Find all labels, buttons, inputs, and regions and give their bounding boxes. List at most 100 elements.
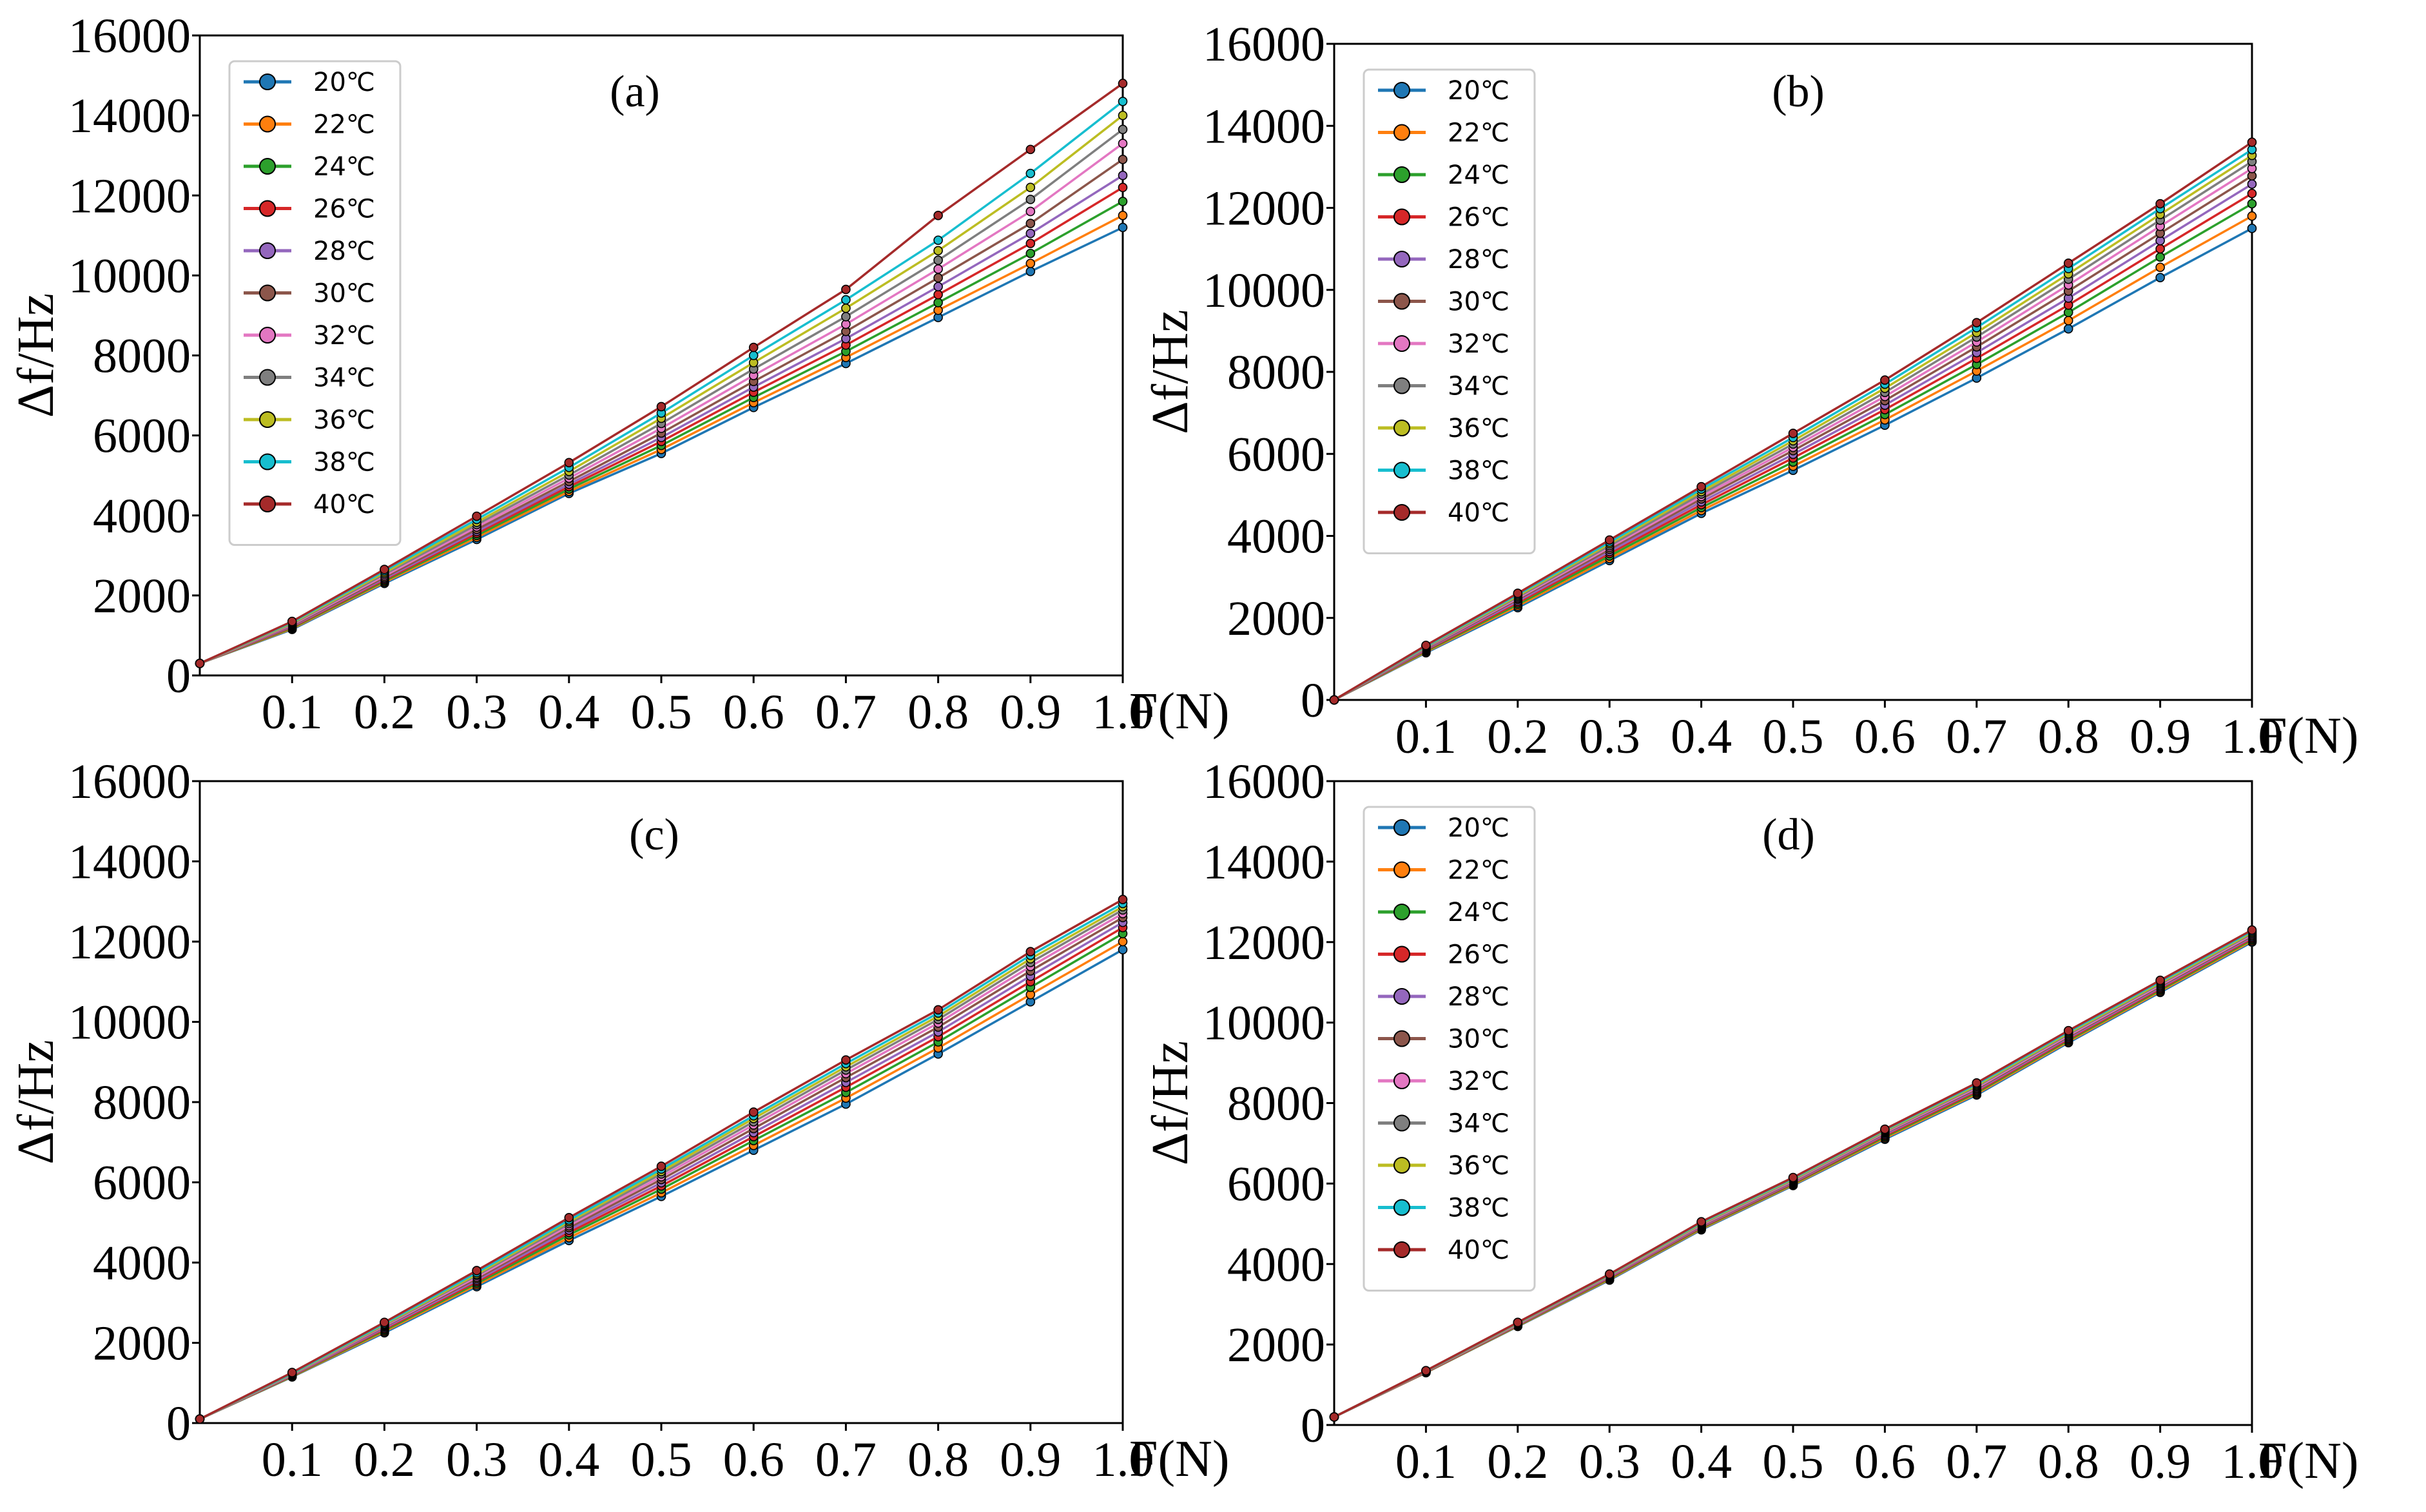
data-point bbox=[1421, 1366, 1431, 1376]
legend-swatch-marker bbox=[259, 242, 276, 259]
legend-swatch-marker bbox=[1393, 1030, 1410, 1047]
legend-label: 22℃ bbox=[313, 110, 375, 140]
data-point bbox=[933, 264, 943, 274]
legend-label: 30℃ bbox=[1448, 1025, 1509, 1054]
legend-swatch-marker bbox=[259, 284, 276, 302]
legend-swatch-marker bbox=[1393, 251, 1410, 267]
x-tick-label: 0.4 bbox=[1671, 1435, 1732, 1489]
y-tick-label: 0 bbox=[1301, 674, 1325, 728]
data-point bbox=[1025, 258, 1036, 269]
data-point bbox=[1972, 318, 1982, 327]
legend-swatch-marker bbox=[1393, 819, 1410, 836]
y-tick-label: 12000 bbox=[1203, 916, 1325, 970]
y-tick-label: 8000 bbox=[93, 1076, 191, 1130]
data-point bbox=[1880, 375, 1890, 385]
data-point bbox=[2155, 975, 2165, 985]
legend-label: 34℃ bbox=[1448, 1109, 1509, 1139]
legend-swatch-marker bbox=[259, 369, 276, 386]
data-point bbox=[1118, 170, 1128, 180]
y-tick-label: 4000 bbox=[1227, 1237, 1325, 1292]
chart-panel-d: 0 2000 4000 6000 8000 10000 12000 14000 16000 0.1… bbox=[1142, 755, 2359, 1489]
y-tick-label: 0 bbox=[1301, 1399, 1325, 1453]
data-point bbox=[933, 298, 943, 307]
x-tick-label: 0.8 bbox=[907, 685, 969, 739]
legend-label: 32℃ bbox=[1448, 1067, 1509, 1096]
data-point bbox=[2247, 224, 2257, 233]
x-tick-label: 0.5 bbox=[631, 1433, 692, 1487]
legend-label: 36℃ bbox=[1448, 414, 1509, 443]
x-tick-label: 0.3 bbox=[1579, 1435, 1640, 1489]
x-tick-label: 0.2 bbox=[354, 1433, 415, 1487]
x-tick-label: 0.3 bbox=[1579, 710, 1640, 764]
y-tick-label: 4000 bbox=[93, 1236, 191, 1290]
data-point bbox=[2155, 262, 2165, 273]
data-point bbox=[841, 1055, 851, 1065]
data-point bbox=[1696, 1217, 1706, 1226]
y-tick-label: 2000 bbox=[1227, 1318, 1325, 1372]
x-tick-label: 0.3 bbox=[446, 1433, 507, 1487]
data-point bbox=[1025, 168, 1036, 179]
y-tick-label: 16000 bbox=[1203, 755, 1325, 809]
y-axis-label: Δf/Hz bbox=[8, 1040, 64, 1165]
data-point bbox=[2063, 316, 2073, 325]
data-point bbox=[2247, 211, 2257, 221]
x-tick-label: 0.5 bbox=[1763, 1435, 1824, 1489]
data-point bbox=[656, 402, 666, 412]
chart-panel-c: 0 2000 4000 6000 8000 10000 12000 14000 16000 0.1… bbox=[8, 755, 1230, 1488]
x-tick-label: 1.0 bbox=[1092, 1433, 1154, 1487]
data-point bbox=[2063, 258, 2073, 268]
x-axis-label: F(N) bbox=[2258, 708, 2359, 764]
data-point bbox=[656, 1161, 666, 1171]
x-axis-label: F(N) bbox=[1129, 683, 1230, 740]
y-tick-label: 8000 bbox=[1227, 345, 1325, 400]
y-tick-label: 10000 bbox=[1203, 996, 1325, 1051]
legend-swatch-marker bbox=[1393, 124, 1410, 141]
data-point bbox=[748, 1107, 759, 1117]
data-point bbox=[195, 1414, 205, 1424]
legend-swatch-marker bbox=[1393, 1072, 1410, 1089]
x-tick-label: 0.6 bbox=[723, 685, 784, 739]
x-tick-label: 0.4 bbox=[1671, 710, 1732, 764]
x-tick-label: 0.8 bbox=[907, 1433, 969, 1487]
y-tick-label: 16000 bbox=[1203, 17, 1325, 72]
x-tick-label: 1.0 bbox=[1092, 685, 1154, 739]
data-point bbox=[841, 295, 851, 305]
x-tick-label: 0.7 bbox=[1946, 710, 2007, 764]
legend-swatch-marker bbox=[259, 158, 276, 175]
legend-label: 28℃ bbox=[1448, 982, 1509, 1012]
data-point bbox=[933, 1005, 943, 1015]
legend-label: 38℃ bbox=[1448, 456, 1509, 486]
y-tick-label: 10000 bbox=[68, 249, 191, 303]
x-tick-label: 0.6 bbox=[723, 1433, 784, 1487]
legend-swatch-marker bbox=[1393, 988, 1410, 1005]
x-tick-label: 1.0 bbox=[2222, 710, 2283, 764]
data-point bbox=[2247, 188, 2257, 199]
x-tick-label: 0.2 bbox=[354, 685, 415, 739]
legend-swatch-marker bbox=[259, 73, 276, 90]
data-point bbox=[1118, 124, 1128, 135]
y-tick-label: 2000 bbox=[1227, 592, 1325, 646]
x-tick-label: 0.1 bbox=[1395, 710, 1457, 764]
legend-label: 40℃ bbox=[1448, 498, 1509, 528]
data-point bbox=[1025, 238, 1036, 249]
x-tick-label: 1.0 bbox=[2222, 1435, 2283, 1489]
legend-swatch-marker bbox=[1393, 293, 1410, 310]
legend-label: 30℃ bbox=[1448, 287, 1509, 317]
y-axis-label: Δf/Hz bbox=[1142, 309, 1199, 434]
data-point bbox=[1604, 1269, 1615, 1279]
data-point bbox=[1118, 210, 1128, 220]
data-point bbox=[1025, 266, 1036, 276]
x-tick-label: 0.8 bbox=[2038, 710, 2099, 764]
data-point bbox=[1329, 695, 1339, 705]
legend-label: 22℃ bbox=[1448, 856, 1509, 886]
data-point bbox=[1513, 1317, 1523, 1328]
legend-swatch-marker bbox=[1393, 1114, 1410, 1132]
data-point bbox=[1025, 206, 1036, 217]
data-point bbox=[564, 1212, 574, 1223]
legend-label: 20℃ bbox=[1448, 813, 1509, 843]
panel-label: (b) bbox=[1772, 67, 1825, 117]
data-point bbox=[1513, 588, 1523, 598]
data-point bbox=[1025, 195, 1036, 204]
data-point bbox=[1118, 97, 1128, 106]
